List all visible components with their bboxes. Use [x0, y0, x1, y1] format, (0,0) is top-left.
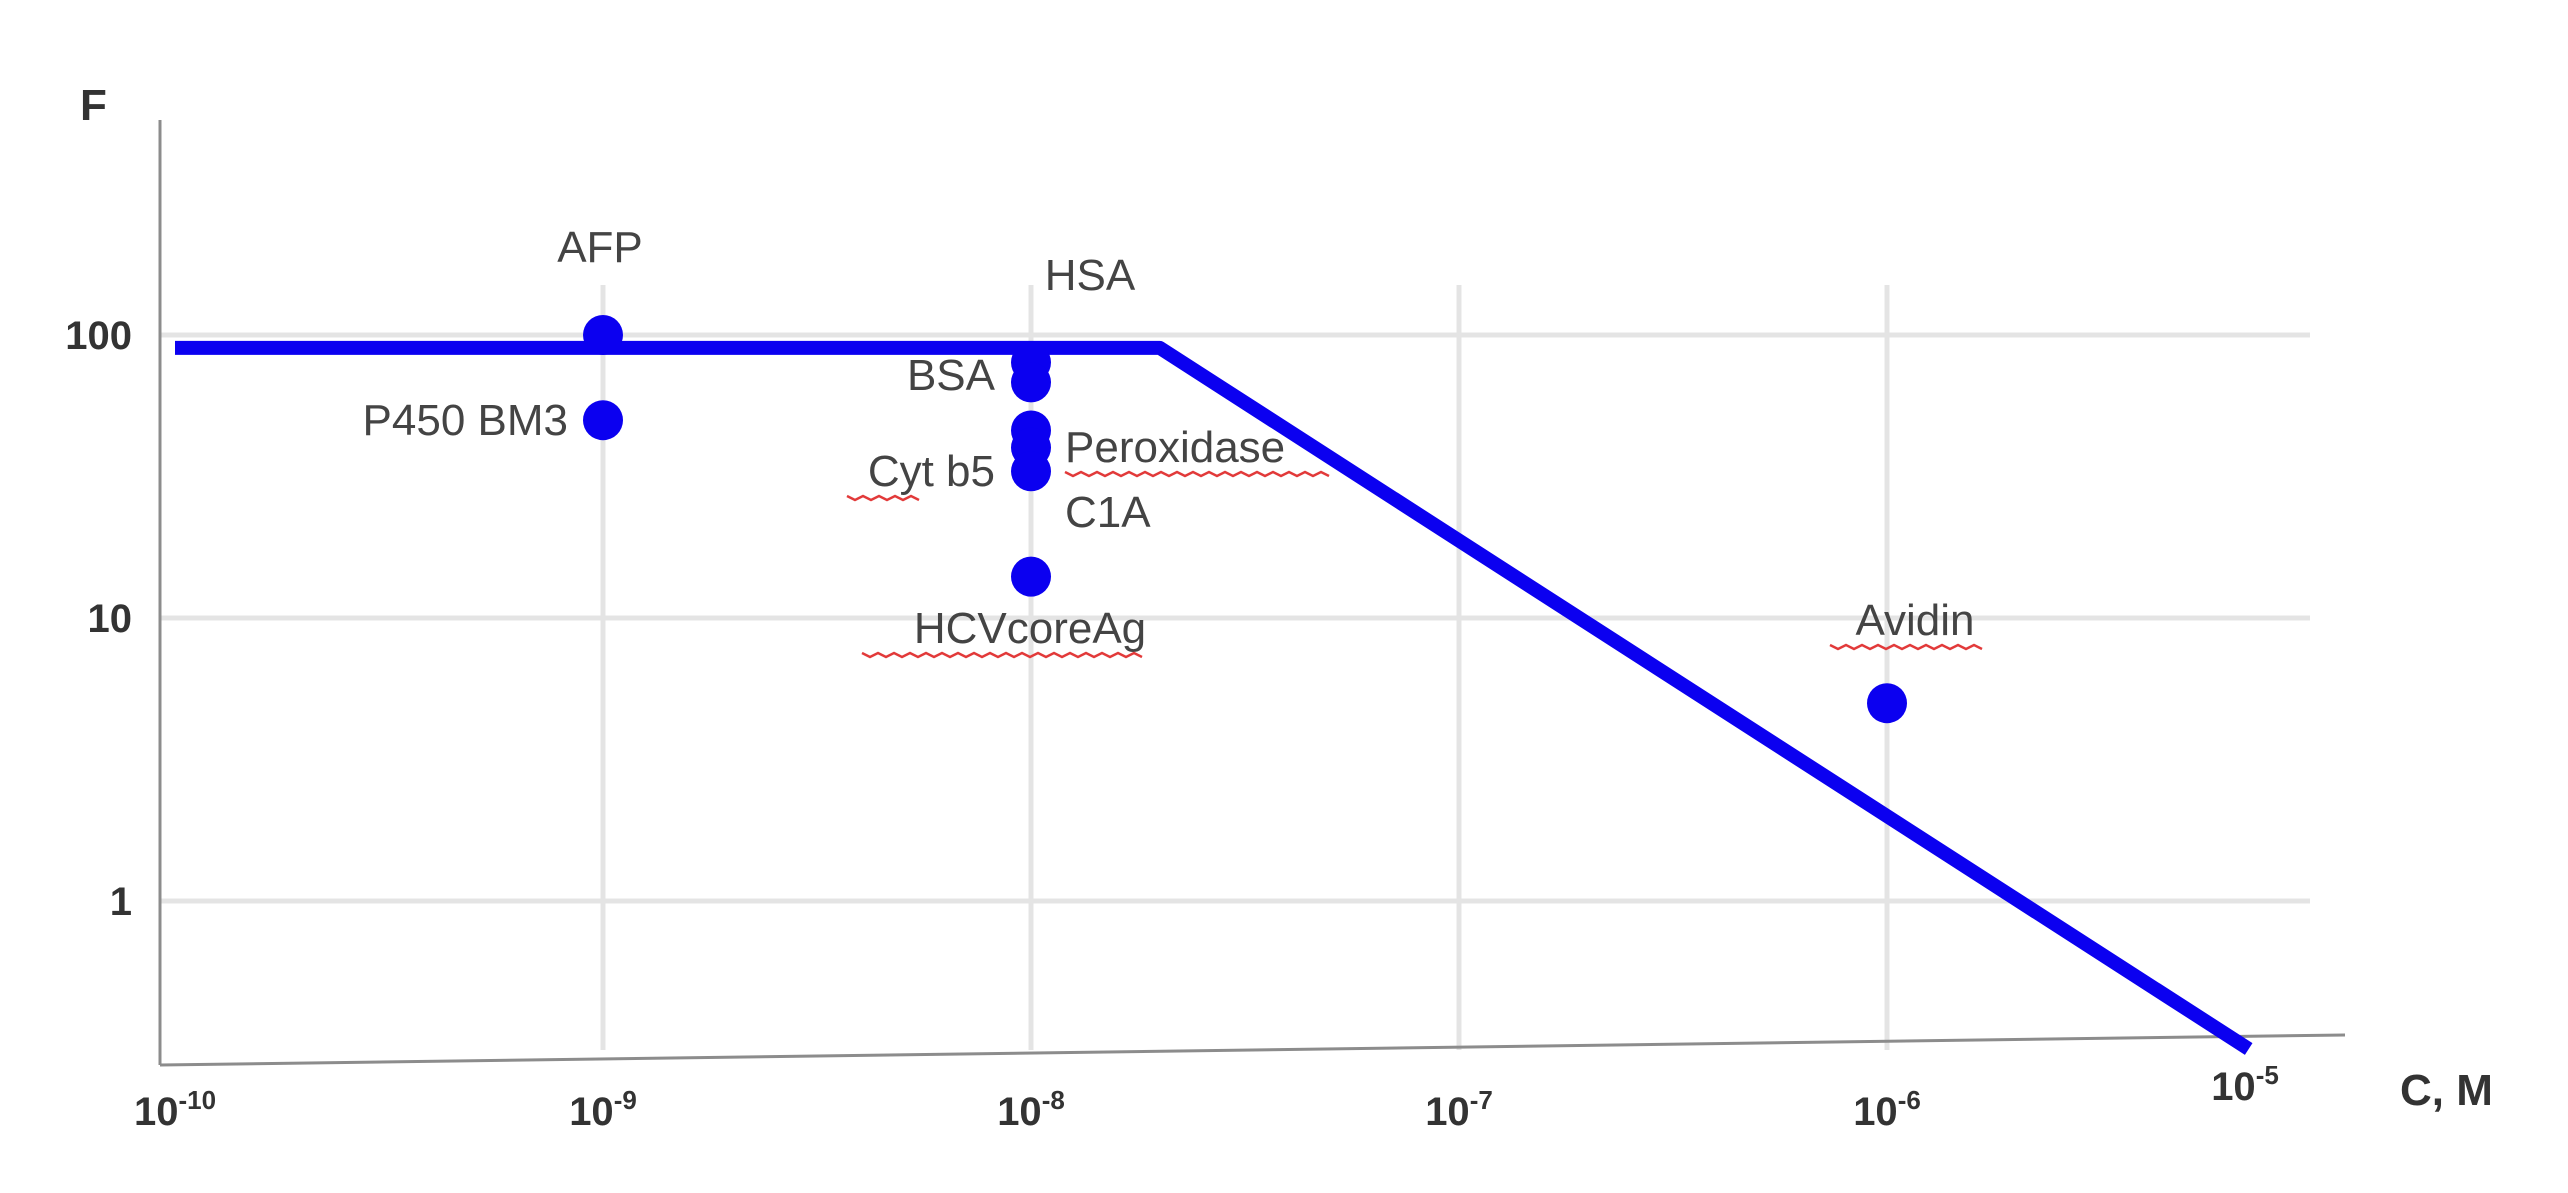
points-layer [583, 315, 1907, 724]
axes-layer [158, 120, 2346, 1067]
point-label: P450 BM3 [363, 396, 568, 445]
x-tick-label: 10-9 [569, 1085, 637, 1134]
point-label: AFP [557, 223, 643, 272]
data-point [583, 315, 623, 355]
x-axis-line [159, 1033, 2346, 1067]
point-label: HSA [1045, 251, 1136, 300]
x-tick-label: 10-8 [997, 1085, 1065, 1134]
x-axis-label: C, M [2400, 1066, 2493, 1115]
x-tick-label: 10-6 [1853, 1085, 1921, 1134]
spellcheck-underline [846, 494, 920, 502]
spellcheck-underline [861, 651, 1143, 659]
x-tick-label: 10-10 [134, 1085, 216, 1134]
point-label: Avidin [1855, 596, 1974, 645]
x-tick-label: 10-7 [1425, 1085, 1493, 1134]
point-label: Cyt b5 [868, 447, 995, 496]
labels-layer: AFP P450 BM3 HSA BSA Cyt b5 Peroxidase C1A HCVc… [363, 223, 1983, 659]
point-label: HCVcoreAg [914, 604, 1146, 653]
point-label: Peroxidase [1065, 423, 1285, 472]
ticks-layer: 10-10 10-9 10-8 10-7 10-6 10-5 100 10 1 [65, 314, 2279, 1134]
trend-line [175, 340, 2253, 1055]
data-point [1011, 556, 1051, 597]
y-tick-label: 10 [88, 597, 133, 641]
point-label: BSA [907, 351, 996, 400]
trend-layer [175, 340, 2253, 1055]
spellcheck-underline [1829, 643, 1983, 651]
data-point [1011, 362, 1051, 403]
spellcheck-underline [1064, 470, 1330, 478]
grid-layer [160, 285, 2310, 1050]
x-tick-label: 10-5 [2211, 1060, 2279, 1109]
point-label: C1A [1065, 488, 1151, 537]
data-point [1867, 683, 1907, 724]
data-point [583, 400, 623, 441]
y-tick-label: 100 [65, 314, 132, 358]
data-point [1011, 451, 1051, 492]
y-tick-label: 1 [110, 880, 132, 924]
y-axis-label: F [80, 81, 107, 130]
